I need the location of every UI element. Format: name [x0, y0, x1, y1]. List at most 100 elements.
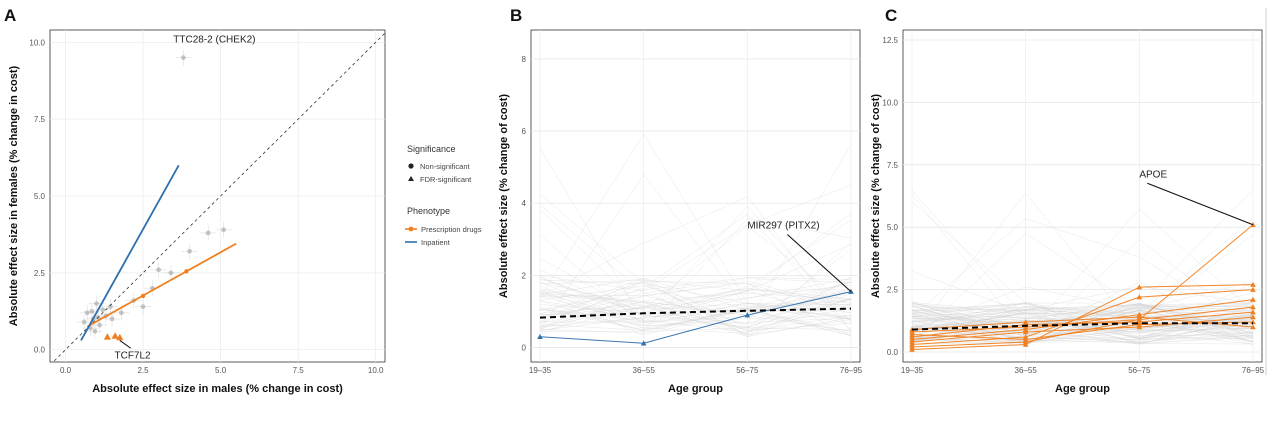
- panel-b-series-line: [539, 291, 852, 344]
- panel-a-annotation-pointer: [119, 340, 131, 349]
- panel-a-point: [118, 310, 124, 316]
- panel-c-annotation-pointer: [1147, 182, 1254, 226]
- panel-a-significant-point: [103, 333, 111, 340]
- panel-b-series-point: [744, 312, 751, 318]
- panel-c-y-axis-title: Absolute effect size (% change of cost): [870, 94, 882, 298]
- panel-c-series-point: [1250, 309, 1256, 315]
- legend-prescription-dot: [408, 226, 414, 232]
- panel-a-point: [187, 248, 192, 254]
- panel-c-series-point: [1250, 296, 1256, 302]
- panel-a-x-axis-title: Absolute effect size in males (% change …: [92, 383, 343, 395]
- panel-a-prescription-point: [140, 293, 146, 299]
- panel-b-background-line: [539, 133, 852, 313]
- panel-a-point: [221, 227, 227, 233]
- legend: Significance Non-significant FDR-signifi…: [405, 144, 482, 247]
- panel-a-point: [89, 308, 95, 314]
- panel-b-background-line: [539, 213, 852, 332]
- panel-c-x-tick-label: 36–55: [1015, 366, 1038, 375]
- panel-a-y-tick-label: 2.5: [34, 269, 46, 278]
- panel-c-background-line: [911, 306, 1254, 340]
- panel-c-y-tick-label: 2.5: [887, 286, 899, 295]
- panel-c-series-point: [1250, 304, 1256, 310]
- panel-a-point: [156, 267, 161, 273]
- panel-c-background-line: [911, 303, 1254, 325]
- panel-b-background-line: [539, 280, 852, 330]
- panel-a-x-tick-label: 10.0: [368, 366, 384, 375]
- panel-a-prescription-point: [184, 269, 189, 274]
- panel-c-series-point: [1250, 286, 1256, 292]
- panel-c-background-line: [911, 239, 1254, 344]
- panel-a-fit-line-inpatient: [80, 164, 180, 341]
- panel-c-series-line: [911, 306, 1254, 348]
- panel-b-background-line: [539, 184, 852, 291]
- legend-fdr-significant-label: FDR-significant: [420, 175, 472, 184]
- panel-b-background-line: [539, 174, 852, 331]
- legend-inpatient-label: Inpatient: [421, 238, 451, 247]
- panel-b-background-line: [539, 206, 852, 323]
- panel-b-annotation-label: MIR297 (PITX2): [747, 220, 819, 231]
- panel-b-annotation-pointer: [786, 234, 852, 293]
- panel-a-point: [97, 322, 103, 328]
- panel-b-y-tick-label: 4: [522, 199, 527, 208]
- panel-c-series-point: [1022, 329, 1029, 335]
- panel-c-series-point: [1022, 319, 1029, 325]
- panel-b-y-tick-label: 6: [522, 127, 527, 136]
- panel-b-y-tick-label: 2: [522, 271, 527, 280]
- panel-c-mean-line: [911, 322, 1253, 331]
- panel-c-background-line: [911, 314, 1254, 339]
- panel-b-background-line: [539, 281, 852, 316]
- panel-c-background-line: [911, 303, 1254, 335]
- panel-b-x-tick-label: 76–95: [840, 366, 863, 375]
- panel-a-y-tick-label: 10.0: [29, 38, 45, 47]
- panel-b-background-line: [539, 302, 852, 326]
- panel-c-series-point: [1022, 336, 1029, 342]
- panel-c-series-point: [1136, 314, 1143, 320]
- panel-a-point: [180, 55, 186, 61]
- panel-a-x-tick-label: 2.5: [137, 366, 149, 375]
- panel-a-significant-point: [116, 333, 124, 341]
- panel-c-y-tick-label: 7.5: [887, 161, 899, 170]
- panel-b-background-line: [539, 269, 852, 318]
- panel-c-y-tick-label: 12.5: [882, 36, 898, 45]
- panel-c-background-line: [911, 208, 1254, 342]
- legend-phenotype-title: Phenotype: [407, 206, 450, 216]
- panel-b-background-line: [539, 280, 852, 319]
- panel-b-background-line: [539, 284, 852, 323]
- panel-b-background-line: [539, 281, 852, 331]
- panel-b-background-line: [539, 281, 852, 327]
- legend-non-significant-label: Non-significant: [420, 162, 471, 171]
- panel-a-y-axis-title: Absolute effect size in females (% chang…: [8, 65, 20, 326]
- panel-c-series-point: [1250, 319, 1256, 325]
- panel-c-series-point: [909, 331, 915, 337]
- panel-c-series-point: [1136, 294, 1143, 300]
- panel-a-point: [94, 301, 99, 306]
- panel-c-series-line: [911, 311, 1254, 338]
- panel-b-background-line: [539, 294, 852, 330]
- panel-b-x-tick-label: 19–35: [529, 366, 552, 375]
- panel-b-y-tick-label: 0: [522, 344, 527, 353]
- panel-c-background-line: [911, 309, 1254, 325]
- panel-a-fit-line-prescription: [86, 242, 237, 328]
- panel-letter-b: B: [510, 6, 522, 25]
- panel-c-x-tick-label: 19–35: [901, 366, 924, 375]
- legend-significance-title: Significance: [407, 144, 456, 154]
- panel-c-series-point: [909, 339, 915, 345]
- panel-a-point: [92, 328, 98, 334]
- panel-a-annotation-ttc28: TTC28-2 (CHEK2): [173, 34, 255, 45]
- panel-b-background-line: [539, 292, 852, 302]
- panel-c-series-line: [911, 284, 1254, 351]
- panel-a-annotation-tcf7l2: TCF7L2: [114, 351, 151, 362]
- panel-b-x-tick-label: 36–55: [633, 366, 656, 375]
- panel-b-series-point: [640, 340, 647, 346]
- panel-c-series-line: [911, 289, 1254, 346]
- panel-b-background-line: [539, 219, 852, 316]
- panel-a-scatter: 0.0 2.5 5.0 7.5 10.0 0.0 2.5 5.0 7.5 10.0 TTC28-2 …: [8, 29, 386, 395]
- panel-a-significant-point: [111, 332, 119, 339]
- panel-a-y-tick-label: 7.5: [34, 115, 46, 124]
- panel-b-series-point: [537, 333, 543, 339]
- panel-c-series-point: [1136, 284, 1143, 290]
- panel-b-x-axis-title: Age group: [668, 383, 723, 395]
- panel-c-series-point: [909, 344, 915, 350]
- panel-a-point: [168, 270, 174, 276]
- panel-b-y-axis-title: Absolute effect size (% change of cost): [498, 94, 510, 298]
